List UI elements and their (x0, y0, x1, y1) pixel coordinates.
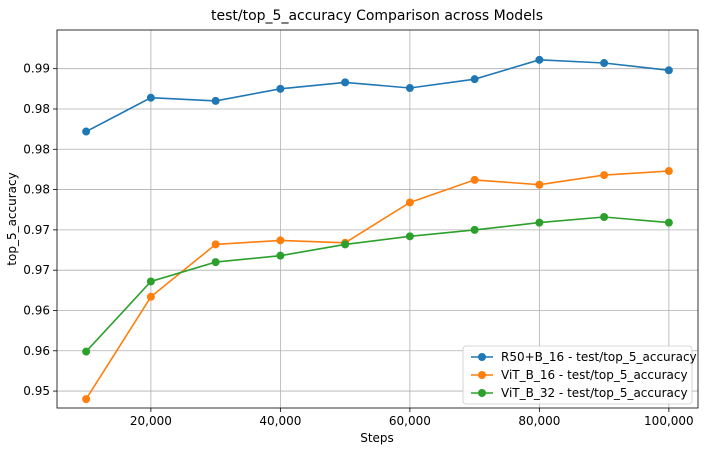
data-point (146, 292, 155, 301)
data-point (276, 84, 285, 93)
legend-marker (478, 389, 486, 397)
data-point (470, 225, 479, 234)
y-tick-label: 0.99 (23, 62, 50, 76)
x-tick-label: 60,000 (389, 414, 431, 428)
data-point (341, 78, 350, 87)
series-line (85, 170, 669, 400)
y-tick-label: 0.97 (23, 263, 50, 277)
y-axis-label: top_5_accuracy (5, 172, 19, 265)
series-line (85, 216, 669, 353)
data-point (664, 218, 673, 227)
data-point (82, 347, 91, 356)
legend-label: R50+B_16 - test/top_5_accuracy (501, 350, 697, 364)
y-axis: 0.95 0.96 0.96 0.97 0.97 0.98 0.98 0.98 0.99 (23, 62, 57, 398)
legend-label: ViT_B_32 - test/top_5_accuracy (501, 386, 688, 400)
legend-entry: R50+B_16 - test/top_5_accuracy (471, 350, 697, 364)
data-point (600, 171, 609, 180)
y-tick-label: 0.98 (23, 102, 50, 116)
y-tick-label: 0.98 (23, 183, 50, 197)
x-axis-label: Steps (360, 431, 394, 445)
series-line (85, 58, 669, 133)
data-point (276, 251, 285, 260)
x-tick-label: 100,000 (644, 414, 694, 428)
legend-entry: ViT_B_32 - test/top_5_accuracy (471, 386, 688, 400)
data-point (405, 232, 414, 241)
legend: R50+B_16 - test/top_5_accuracy ViT_B_16 -… (462, 345, 697, 405)
legend-entry: ViT_B_16 - test/top_5_accuracy (471, 368, 688, 382)
data-point (146, 277, 155, 286)
data-point (664, 66, 673, 75)
plot-frame (56, 29, 699, 409)
y-tick-label: 0.96 (23, 303, 50, 317)
data-point (535, 180, 544, 189)
data-point (470, 175, 479, 184)
x-tick-label: 40,000 (259, 414, 301, 428)
series-1 (82, 55, 673, 136)
data-point (664, 167, 673, 176)
legend-box (462, 345, 693, 405)
data-point (211, 240, 220, 249)
data-point (600, 212, 609, 221)
legend-label: ViT_B_16 - test/top_5_accuracy (501, 368, 688, 382)
y-tick-label: 0.96 (23, 344, 50, 358)
data-point (341, 240, 350, 249)
data-point (211, 96, 220, 105)
data-point (535, 55, 544, 64)
data-point (600, 59, 609, 68)
y-tick-label: 0.97 (23, 223, 50, 237)
x-tick-label: 20,000 (130, 414, 172, 428)
data-point (211, 258, 220, 267)
data-point (276, 236, 285, 245)
data-point (405, 84, 414, 93)
legend-marker (478, 371, 486, 379)
data-point (82, 127, 91, 136)
chart-title: test/top_5_accuracy Comparison across Mo… (211, 8, 543, 24)
data-point (405, 198, 414, 207)
x-axis: 20,000 40,000 60,000 80,000 100,000 (130, 408, 694, 428)
series-layer (82, 55, 673, 404)
legend-marker (478, 353, 486, 361)
series-3 (82, 212, 673, 356)
data-point (82, 395, 91, 404)
data-point (146, 93, 155, 102)
y-tick-label: 0.95 (23, 384, 50, 398)
grid (57, 30, 698, 408)
data-point (470, 75, 479, 84)
y-tick-label: 0.98 (23, 142, 50, 156)
data-point (535, 218, 544, 227)
x-tick-label: 80,000 (518, 414, 560, 428)
